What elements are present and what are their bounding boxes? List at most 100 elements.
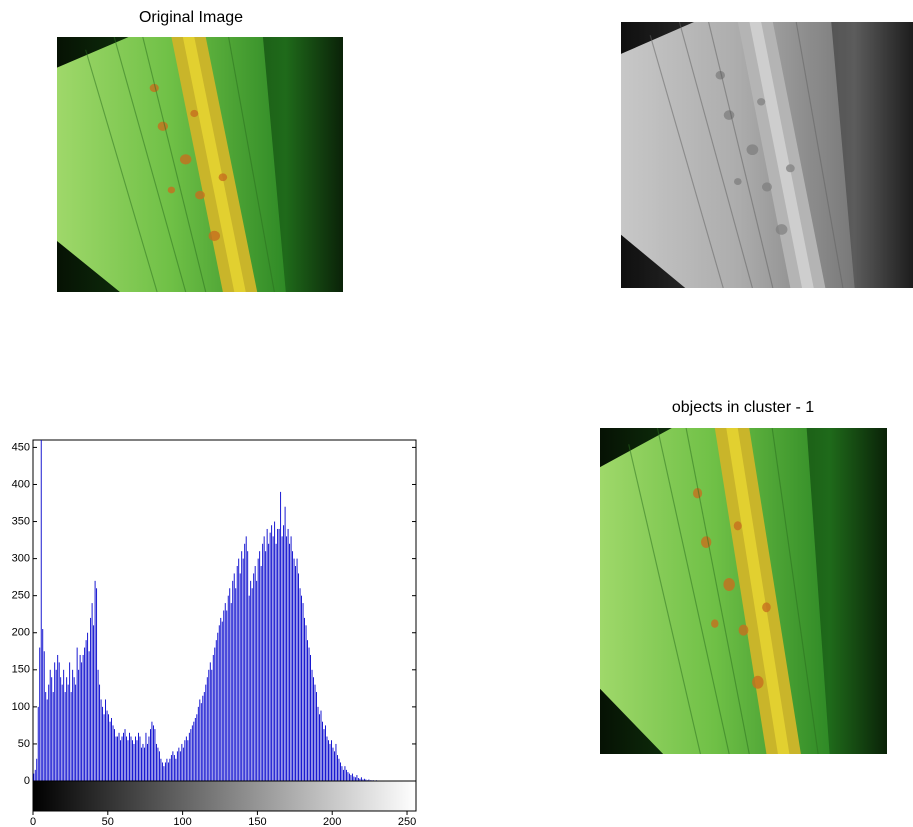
bar: [58, 662, 60, 781]
bar: [139, 736, 141, 781]
bar: [106, 710, 108, 781]
bar: [214, 647, 216, 781]
bar: [275, 543, 277, 781]
bar: [268, 543, 270, 781]
bar: [87, 632, 89, 781]
bar: [287, 528, 289, 781]
bar: [232, 580, 234, 781]
bar: [43, 651, 45, 781]
bar: [39, 647, 41, 781]
bar: [190, 729, 192, 781]
bar: [72, 669, 74, 781]
bar: [326, 736, 328, 781]
bar: [329, 743, 331, 781]
y-tick-label: 0: [24, 775, 30, 787]
bar: [81, 662, 83, 781]
bar: [51, 677, 53, 781]
bar: [296, 558, 298, 781]
bar: [126, 736, 127, 781]
bar: [301, 595, 302, 781]
bar: [360, 777, 362, 781]
bar: [363, 778, 365, 781]
bar: [149, 729, 151, 781]
bar: [359, 778, 361, 781]
bar: [97, 669, 99, 781]
bar: [118, 732, 120, 781]
bar: [280, 491, 282, 781]
bar: [272, 536, 274, 781]
bar: [339, 762, 341, 781]
bar: [34, 769, 36, 781]
bar: [311, 669, 313, 781]
bar: [299, 588, 301, 781]
bar: [348, 773, 350, 781]
bar: [66, 677, 68, 781]
bar: [40, 440, 42, 781]
bar: [217, 632, 219, 781]
bar: [253, 573, 255, 781]
bar: [351, 773, 353, 781]
bar: [115, 736, 117, 781]
bar: [181, 743, 183, 781]
bar: [84, 647, 86, 781]
bar: [170, 755, 172, 781]
bar: [42, 629, 44, 781]
bar: [130, 736, 132, 781]
bar: [178, 747, 180, 781]
bar: [188, 732, 190, 781]
y-tick-label: 100: [12, 701, 30, 713]
bar: [221, 621, 223, 781]
bar: [151, 721, 153, 781]
bar: [64, 692, 66, 781]
bar: [341, 766, 343, 781]
x-tick-label: 0: [30, 816, 36, 827]
bar: [76, 647, 78, 781]
bar: [138, 732, 139, 781]
bar: [290, 536, 292, 781]
bar: [164, 762, 166, 781]
bar: [158, 751, 160, 781]
bar: [167, 762, 169, 781]
bar: [354, 777, 356, 781]
bar: [212, 654, 214, 781]
bar: [135, 736, 136, 781]
bar: [187, 740, 189, 781]
bar: [307, 640, 308, 781]
bar: [129, 732, 130, 781]
bar: [179, 751, 181, 781]
bar: [335, 743, 337, 781]
bar: [114, 729, 115, 781]
bar: [338, 758, 340, 781]
bar: [82, 654, 84, 781]
bar: [105, 699, 107, 781]
bar: [250, 580, 252, 781]
bar: [172, 751, 174, 781]
bar: [52, 692, 54, 781]
bar: [319, 714, 320, 781]
bar: [224, 603, 226, 781]
x-tick-label: 250: [398, 816, 416, 827]
bar: [148, 736, 150, 781]
bar: [229, 588, 231, 781]
bar: [127, 740, 129, 781]
bar: [206, 677, 208, 781]
bar: [73, 677, 75, 781]
bar: [63, 669, 65, 781]
bar: [124, 729, 126, 781]
bar: [266, 528, 268, 781]
bar: [259, 551, 261, 781]
bar: [182, 747, 184, 781]
bar: [147, 743, 148, 781]
y-tick-label: 400: [12, 478, 30, 490]
bar: [208, 669, 210, 781]
bar: [281, 536, 283, 781]
bar: [271, 525, 273, 781]
bar: [109, 721, 111, 781]
bar: [365, 779, 367, 781]
bar: [173, 755, 175, 781]
bar: [314, 684, 316, 781]
bar: [161, 762, 163, 781]
bar: [112, 725, 114, 781]
